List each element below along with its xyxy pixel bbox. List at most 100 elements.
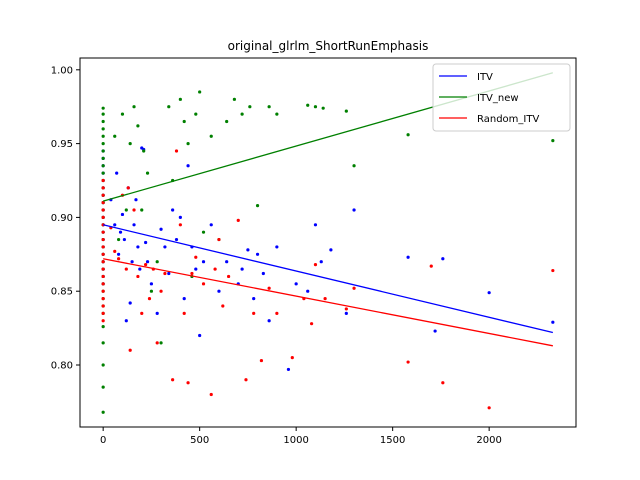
data-point <box>321 106 325 110</box>
data-point <box>113 134 117 138</box>
data-point <box>115 171 119 175</box>
data-point <box>101 215 105 220</box>
data-point <box>116 237 121 242</box>
data-point <box>101 252 105 256</box>
data-point <box>132 208 136 212</box>
data-point <box>290 356 294 360</box>
data-point <box>167 271 171 276</box>
data-point <box>101 304 105 308</box>
data-point <box>120 212 125 217</box>
data-point <box>132 105 136 109</box>
data-point <box>101 410 105 414</box>
data-point <box>101 142 105 146</box>
plot-area <box>101 72 555 414</box>
data-point <box>186 164 190 168</box>
data-point <box>101 245 105 249</box>
data-point <box>209 223 213 227</box>
data-point <box>145 260 150 264</box>
y-tick-label: 0.90 <box>51 213 73 224</box>
data-point <box>101 230 105 234</box>
data-point <box>217 237 221 242</box>
data-point <box>275 245 279 249</box>
data-point <box>267 105 271 109</box>
data-point <box>182 296 186 301</box>
data-point <box>252 296 256 301</box>
data-point <box>124 267 128 271</box>
data-point <box>225 260 229 264</box>
data-point <box>101 127 105 131</box>
data-point <box>225 119 229 124</box>
data-point <box>232 97 236 101</box>
y-tick-label: 0.85 <box>51 287 73 298</box>
data-point <box>101 237 105 242</box>
data-point <box>124 319 128 323</box>
data-point <box>198 333 202 338</box>
data-point <box>352 286 356 290</box>
data-point <box>122 237 126 242</box>
data-point <box>240 267 244 271</box>
legend-label: ITV <box>477 72 493 83</box>
data-point <box>406 255 410 259</box>
data-point <box>144 263 148 267</box>
data-point <box>101 201 105 205</box>
x-tick-label: 500 <box>190 435 209 446</box>
data-point <box>194 112 198 116</box>
data-point <box>174 237 179 242</box>
data-point <box>213 267 217 271</box>
legend-label: ITV_new <box>477 93 519 104</box>
data-point <box>116 257 121 261</box>
data-point <box>140 208 144 212</box>
data-point <box>159 289 163 293</box>
data-point <box>186 381 190 385</box>
y-tick-label: 0.95 <box>51 139 73 150</box>
data-point <box>145 171 150 175</box>
data-point <box>101 208 105 212</box>
axis-ticks: 0 500 1000 1500 2000 0.80 0.85 0.90 0.95 1.00 <box>51 65 502 446</box>
data-point <box>138 267 142 271</box>
data-point <box>201 282 206 286</box>
legend-label: Random_ITV <box>477 114 539 125</box>
y-tick-label: 0.80 <box>51 361 73 372</box>
data-point <box>144 240 148 245</box>
data-point <box>441 257 445 261</box>
data-point <box>306 289 310 293</box>
data-point <box>101 106 105 110</box>
data-point <box>101 289 105 293</box>
data-point <box>163 245 167 249</box>
data-point <box>221 304 225 308</box>
data-point <box>116 252 121 256</box>
data-point <box>171 208 175 212</box>
data-point <box>113 249 117 253</box>
data-point <box>248 105 252 109</box>
data-point <box>128 348 132 352</box>
data-point <box>240 112 244 116</box>
data-point <box>167 105 171 109</box>
data-point <box>101 311 105 315</box>
data-point <box>267 319 271 323</box>
x-tick-label: 1500 <box>380 435 405 446</box>
trend-line-2 <box>103 258 553 347</box>
data-point <box>163 271 167 276</box>
data-point <box>433 329 437 333</box>
data-point <box>551 320 555 324</box>
data-point <box>352 164 356 168</box>
data-point <box>441 381 445 385</box>
data-point <box>101 319 105 323</box>
data-point <box>101 156 105 160</box>
data-point <box>246 248 250 252</box>
data-point <box>259 358 264 363</box>
data-point <box>313 223 318 227</box>
x-tick-label: 2000 <box>476 435 501 446</box>
data-point <box>551 268 555 273</box>
data-point <box>159 341 163 345</box>
data-point <box>149 289 154 293</box>
data-point <box>190 271 194 276</box>
data-point <box>217 289 221 293</box>
data-point <box>236 218 240 222</box>
data-point <box>182 311 186 315</box>
data-point <box>209 134 213 138</box>
data-point <box>155 341 159 345</box>
data-point <box>155 311 159 315</box>
y-tick-label: 1.00 <box>51 65 73 76</box>
